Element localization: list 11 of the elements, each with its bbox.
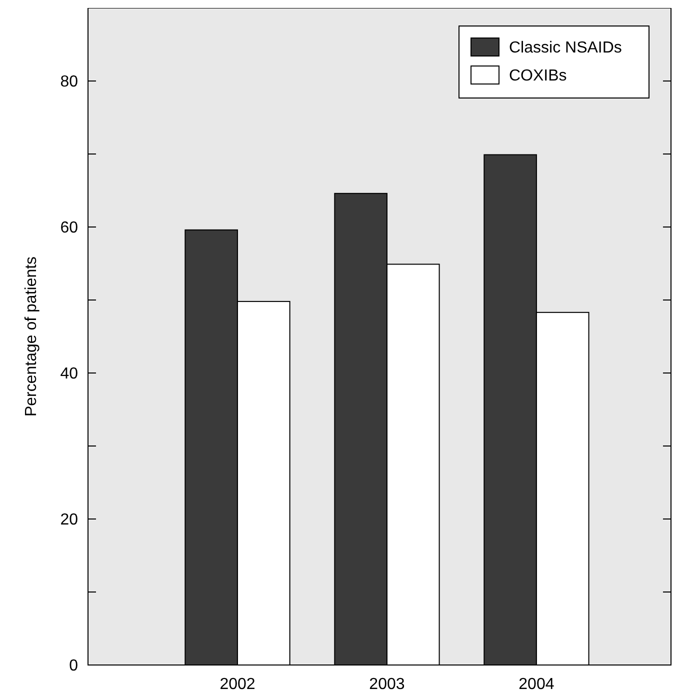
- y-tick-label: 40: [60, 366, 78, 383]
- y-tick-label: 60: [60, 220, 78, 237]
- x-tick-label: 2004: [518, 676, 554, 693]
- y-tick-label: 80: [60, 74, 78, 91]
- legend-label: COXIBs: [509, 68, 567, 85]
- x-tick-label: 2002: [220, 676, 256, 693]
- y-tick-label: 20: [60, 512, 78, 529]
- y-axis-title: Percentage of patients: [23, 256, 40, 417]
- x-tick-label: 2003: [369, 676, 405, 693]
- legend-label: Classic NSAIDs: [509, 40, 622, 57]
- y-tick-label: 0: [69, 658, 78, 675]
